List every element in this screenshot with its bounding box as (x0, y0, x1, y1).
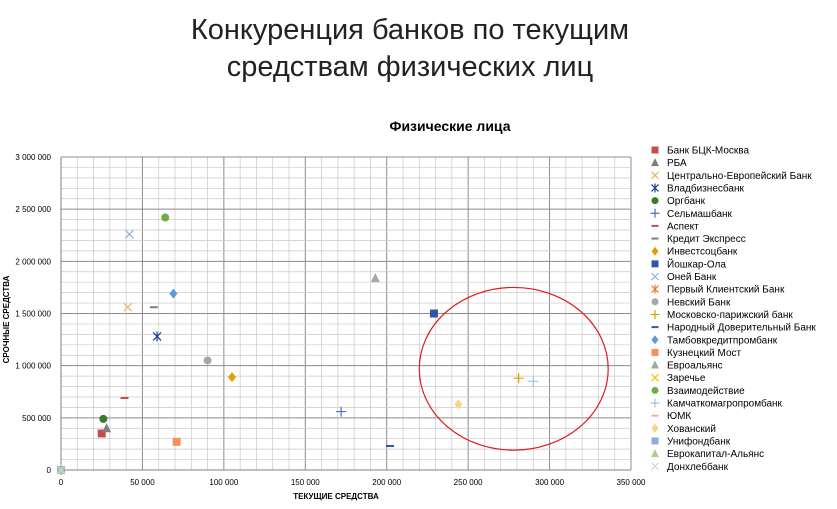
legend-label: Заречье (667, 373, 706, 384)
legend-label: Камчаткомагропромбанк (667, 398, 783, 410)
chart-title: Физические лица (389, 118, 511, 134)
data-point (97, 429, 106, 438)
legend-marker (651, 449, 659, 458)
legend-marker (651, 360, 659, 369)
legend-label: Народный Доверительный Банк (667, 323, 816, 334)
data-point (454, 399, 463, 410)
x-tick-label: 250 000 (454, 478, 483, 487)
x-tick-label: 0 (59, 478, 64, 487)
legend-marker (651, 197, 659, 205)
slide-title-line-2: средствам физических лиц (226, 51, 594, 83)
legend-label: Унифондбанк (667, 435, 731, 447)
legend-marker (651, 246, 659, 256)
legend-marker (651, 335, 659, 345)
legend-label: Тамбовкредитпромбанк (667, 334, 778, 346)
legend-label: Аспект (667, 221, 699, 232)
x-tick-label: 300 000 (535, 478, 564, 487)
legend-marker (651, 183, 659, 193)
data-point (228, 372, 236, 383)
legend-label: Йошкар-Ола (667, 257, 726, 270)
legend-marker (651, 260, 659, 268)
legend-label: ЮМК (667, 411, 691, 422)
legend-marker (651, 171, 659, 180)
y-tick-label: 2 500 000 (15, 205, 51, 214)
legend-label: Кредит Экспресс (667, 234, 746, 245)
y-axis-title: СРОЧНЫЕ СРЕДСТВА (2, 275, 11, 363)
legend-marker (651, 437, 659, 445)
legend-label: Евроальянс (667, 361, 723, 372)
data-point (152, 331, 162, 342)
axes (60, 157, 631, 471)
legend-marker (651, 158, 659, 167)
legend-marker (651, 298, 659, 306)
legend-label: Сельмашбанк (667, 208, 733, 220)
grid (60, 156, 632, 471)
data-point (99, 414, 108, 423)
legend-label: Центрально-Европейский Банк (667, 171, 812, 182)
legend-marker (651, 272, 659, 281)
legend-label: Московско-парижский банк (667, 309, 793, 321)
legend-marker (651, 462, 659, 471)
legend-label: Кузнецкий Мост (667, 348, 742, 359)
legend-label: Владбизнесбанк (667, 182, 744, 194)
data-point (172, 437, 181, 446)
legend-label: Хованский (667, 424, 716, 435)
data-point (528, 376, 539, 387)
data-point (336, 406, 347, 417)
tick-labels: 0 50 000 100 000 150 000 200 000 250 000 300 0… (15, 153, 646, 487)
legend-marker (650, 398, 660, 408)
legend-label: Взаимодействие (667, 386, 745, 397)
data-point (513, 373, 524, 384)
data-point (56, 465, 66, 475)
legend-label: Банк БЦК-Москва (667, 146, 749, 157)
legend-label: Невский Банк (667, 297, 731, 308)
x-tick-label: 350 000 (617, 478, 646, 487)
x-tick-label: 100 000 (209, 478, 238, 487)
y-tick-label: 1 500 000 (15, 310, 51, 319)
x-tick-label: 150 000 (291, 478, 320, 487)
legend-marker (650, 309, 660, 319)
legend-label: Первый Клиентский Банк (667, 285, 785, 296)
highlight-ellipse (418, 286, 609, 451)
legend-label: РБА (667, 158, 687, 169)
data-point (161, 213, 170, 222)
x-axis-title: ТЕКУЩИЕ СРЕДСТВА (293, 492, 379, 501)
data-point (370, 273, 380, 283)
legend-label: Оргбанк (667, 195, 706, 207)
slide-title-line-1: Конкуренция банков по текущим (190, 14, 630, 46)
highlight (418, 286, 609, 451)
legend-marker (651, 423, 659, 433)
y-tick-label: 0 (47, 466, 52, 475)
legend-marker (651, 284, 659, 294)
legend-marker (651, 146, 659, 154)
data-point (102, 423, 112, 433)
legend-label: Еврокапитал-Альянс (667, 449, 764, 460)
data-point (169, 288, 178, 299)
y-tick-label: 2 000 000 (15, 257, 51, 266)
data-point (123, 302, 133, 312)
data-point (203, 356, 212, 365)
legend-marker (650, 208, 660, 218)
data-point (429, 309, 438, 318)
x-tick-label: 200 000 (372, 478, 401, 487)
y-tick-label: 500 000 (22, 414, 51, 423)
legend-label: Инвестсоцбанк (667, 246, 738, 258)
legend-label: Оней Банк (667, 272, 717, 283)
x-tick-label: 50 000 (130, 478, 155, 487)
y-tick-label: 3 000 000 (15, 153, 51, 162)
y-tick-label: 1 000 000 (15, 362, 51, 371)
legend-label: Донхлеббанк (667, 461, 729, 473)
slide-title: Конкуренция банков по текущим средствам … (150, 12, 670, 86)
legend-marker (651, 348, 659, 356)
data-points (56, 213, 539, 475)
legend-marker (651, 386, 659, 394)
legend-marker (651, 373, 659, 382)
data-point (124, 229, 134, 239)
